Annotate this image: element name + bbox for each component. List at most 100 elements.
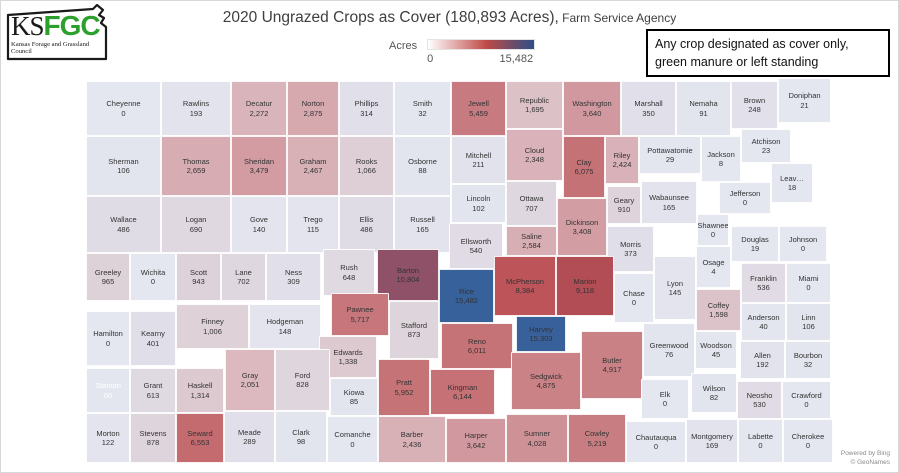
county-haskell[interactable]: Haskell 1,314 — [176, 368, 224, 413]
county-elk[interactable]: Elk 0 — [641, 379, 689, 419]
county-leav[interactable]: Leav… 18 — [771, 163, 813, 203]
county-butler[interactable]: Butler 4,917 — [581, 331, 643, 399]
county-morris[interactable]: Morris 373 — [607, 226, 654, 272]
county-logan[interactable]: Logan 690 — [161, 196, 231, 253]
county-osborne[interactable]: Osborne 88 — [394, 136, 451, 196]
county-trego[interactable]: Trego 115 — [287, 196, 339, 253]
county-comanche[interactable]: Comanche 0 — [327, 416, 378, 463]
county-chase[interactable]: Chase 0 — [614, 273, 654, 323]
county-atchison[interactable]: Atchison 23 — [741, 129, 791, 163]
county-jewell[interactable]: Jewell 5,459 — [451, 81, 506, 136]
county-scott[interactable]: Scott 943 — [176, 253, 221, 301]
county-rice[interactable]: Rice 15,482 — [439, 269, 494, 323]
county-stafford[interactable]: Stafford 873 — [389, 301, 439, 359]
county-franklin[interactable]: Franklin 536 — [741, 263, 786, 303]
county-marion[interactable]: Marion 9,118 — [556, 256, 614, 316]
county-stevens[interactable]: Stevens 878 — [130, 413, 176, 463]
county-russell[interactable]: Russell 165 — [394, 196, 451, 253]
county-pratt[interactable]: Pratt 5,952 — [378, 359, 430, 416]
county-sedgwick[interactable]: Sedgwick 4,875 — [511, 352, 581, 410]
county-wallace[interactable]: Wallace 486 — [86, 196, 161, 253]
county-mitchell[interactable]: Mitchell 211 — [451, 136, 506, 184]
county-neosho[interactable]: Neosho 530 — [737, 381, 782, 419]
county-bourbon[interactable]: Bourbon 32 — [785, 341, 831, 379]
county-ottawa[interactable]: Ottawa 707 — [506, 181, 557, 226]
county-geary[interactable]: Geary 910 — [607, 186, 641, 224]
county-marshall[interactable]: Marshall 350 — [621, 81, 676, 136]
county-clark[interactable]: Clark 98 — [275, 411, 327, 463]
county-miami[interactable]: Miami 0 — [786, 263, 831, 303]
county-dickinson[interactable]: Dickinson 3,408 — [557, 198, 607, 256]
county-smith[interactable]: Smith 32 — [394, 81, 451, 136]
county-linn[interactable]: Linn 106 — [786, 303, 831, 341]
county-jackson[interactable]: Jackson 8 — [701, 136, 741, 182]
county-hamilton[interactable]: Hamilton 0 — [86, 311, 130, 366]
county-reno[interactable]: Reno 6,011 — [441, 323, 513, 369]
county-ellis[interactable]: Ellis 486 — [339, 196, 394, 253]
county-cheyenne[interactable]: Cheyenne 0 — [86, 81, 161, 136]
county-rooks[interactable]: Rooks 1,066 — [339, 136, 394, 196]
county-phillips[interactable]: Phillips 314 — [339, 81, 394, 136]
county-chautauqua[interactable]: Chautauqua 0 — [626, 421, 686, 463]
county-finney[interactable]: Finney 1,006 — [176, 304, 249, 349]
county-wichita[interactable]: Wichita 0 — [130, 253, 176, 301]
county-republic[interactable]: Republic 1,695 — [506, 81, 563, 129]
county-ford[interactable]: Ford 828 — [275, 349, 330, 411]
county-stanton[interactable]: Stanton 60 — [86, 368, 130, 413]
county-thomas[interactable]: Thomas 2,659 — [161, 136, 231, 196]
county-sheridan[interactable]: Sheridan 3,479 — [231, 136, 287, 196]
county-saline[interactable]: Saline 2,584 — [506, 226, 557, 256]
county-gray[interactable]: Gray 2,051 — [225, 349, 275, 411]
county-decatur[interactable]: Decatur 2,272 — [231, 81, 287, 136]
county-kingman[interactable]: Kingman 6,144 — [430, 369, 495, 415]
county-brown[interactable]: Brown 248 — [731, 81, 778, 129]
county-seward[interactable]: Seward 6,553 — [176, 413, 224, 463]
county-harper[interactable]: Harper 3,642 — [446, 418, 506, 463]
county-woodson[interactable]: Woodson 45 — [695, 331, 737, 369]
county-rush[interactable]: Rush 648 — [323, 249, 375, 296]
county-nemaha[interactable]: Nemaha 91 — [676, 81, 731, 136]
county-cowley[interactable]: Cowley 5,219 — [568, 414, 626, 463]
county-lincoln[interactable]: Lincoln 102 — [451, 184, 506, 223]
county-mcpherson[interactable]: McPherson 8,384 — [494, 256, 556, 316]
county-doniphan[interactable]: Doniphan 21 — [778, 78, 831, 123]
county-douglas[interactable]: Douglas 19 — [731, 226, 779, 262]
county-norton[interactable]: Norton 2,875 — [287, 81, 339, 136]
county-barber[interactable]: Barber 2,436 — [378, 416, 446, 463]
county-greenwood[interactable]: Greenwood 76 — [643, 323, 695, 377]
county-shawnee[interactable]: Shawnee 0 — [697, 214, 729, 246]
county-coffey[interactable]: Coffey 1,598 — [696, 289, 741, 331]
county-sumner[interactable]: Sumner 4,028 — [506, 414, 568, 463]
county-clay[interactable]: Clay 6,075 — [563, 136, 605, 198]
county-cherokee[interactable]: Cherokee 0 — [783, 419, 833, 463]
county-anderson[interactable]: Anderson 40 — [741, 303, 786, 341]
county-graham[interactable]: Graham 2,467 — [287, 136, 339, 196]
county-sherman[interactable]: Sherman 106 — [86, 136, 161, 196]
county-gove[interactable]: Gove 140 — [231, 196, 287, 253]
county-lane[interactable]: Lane 702 — [221, 253, 266, 301]
county-grant[interactable]: Grant 613 — [130, 368, 176, 413]
county-allen[interactable]: Allen 192 — [740, 341, 785, 379]
county-kiowa[interactable]: Kiowa 85 — [330, 378, 378, 416]
county-montgomery[interactable]: Montgomery 169 — [686, 419, 738, 463]
county-morton[interactable]: Morton 122 — [86, 413, 130, 463]
county-crawford[interactable]: Crawford 0 — [782, 381, 831, 419]
county-rawlins[interactable]: Rawlins 193 — [161, 81, 231, 136]
county-barton[interactable]: Barton 10,804 — [377, 249, 439, 301]
county-riley[interactable]: Riley 2,424 — [605, 136, 639, 184]
county-ness[interactable]: Ness 309 — [266, 253, 321, 301]
county-jefferson[interactable]: Jefferson 0 — [719, 182, 771, 214]
county-kearny[interactable]: Kearny 401 — [130, 311, 176, 366]
county-labette[interactable]: Labette 0 — [738, 419, 783, 463]
county-lyon[interactable]: Lyon 145 — [654, 256, 696, 320]
county-johnson[interactable]: Johnson 0 — [779, 226, 827, 262]
county-meade[interactable]: Meade 289 — [224, 411, 275, 463]
county-wilson[interactable]: Wilson 82 — [691, 373, 737, 413]
county-cloud[interactable]: Cloud 2,348 — [506, 129, 563, 181]
county-washington[interactable]: Washington 3,640 — [563, 81, 621, 136]
county-osage[interactable]: Osage 4 — [696, 246, 731, 288]
county-greeley[interactable]: Greeley 965 — [86, 253, 130, 301]
county-pawnee[interactable]: Pawnee 5,717 — [331, 293, 389, 336]
county-pottawatomie[interactable]: Pottawatomie 29 — [639, 136, 701, 174]
county-harvey[interactable]: Harvey 15,303 — [516, 316, 566, 352]
